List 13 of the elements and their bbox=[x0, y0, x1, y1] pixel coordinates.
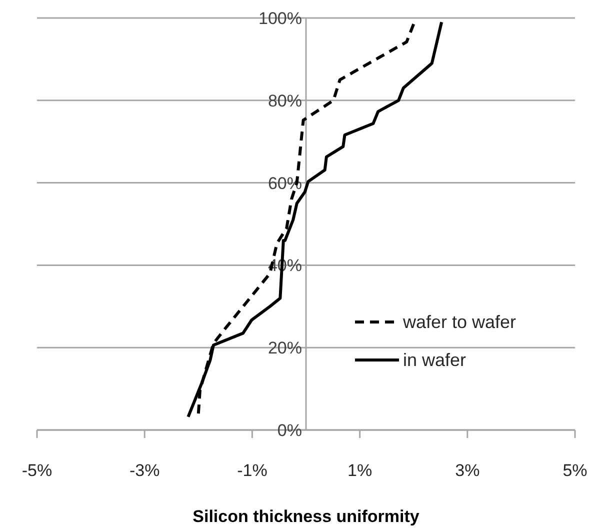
legend-label: in wafer bbox=[403, 350, 466, 370]
x-tick-label: -5% bbox=[22, 461, 52, 480]
y-tick-label: 100% bbox=[258, 9, 302, 28]
x-tick-label: -3% bbox=[129, 461, 160, 480]
x-axis-title: Silicon thickness uniformity bbox=[192, 507, 420, 526]
y-tick-label: 0% bbox=[277, 421, 302, 440]
x-tick-label: 1% bbox=[348, 461, 372, 480]
x-tick-label: -1% bbox=[237, 461, 268, 480]
x-tick-label: 5% bbox=[562, 461, 588, 480]
y-tick-label: 20% bbox=[268, 338, 302, 358]
legend-label: wafer to wafer bbox=[402, 312, 516, 332]
y-tick-label: 80% bbox=[268, 91, 302, 110]
x-tick-label: 3% bbox=[455, 461, 480, 480]
